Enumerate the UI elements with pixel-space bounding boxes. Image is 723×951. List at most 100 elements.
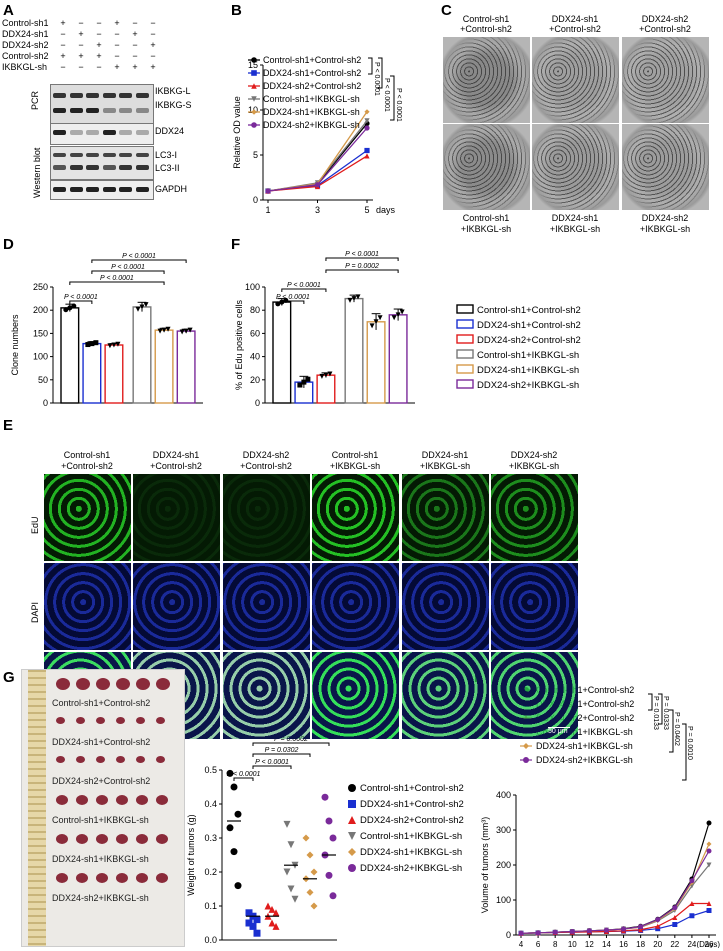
- y-tick-label: 0.5: [204, 765, 217, 775]
- x-tick-label: 5: [364, 205, 369, 215]
- dish-label-bottom: +IKBKGL-sh: [639, 224, 691, 234]
- tumor: [76, 678, 90, 690]
- colony-dish: [532, 37, 619, 123]
- side-label-western: Western blot: [32, 147, 42, 198]
- panel-a-sign: +: [114, 18, 120, 28]
- tumor: [116, 678, 130, 690]
- y-tick-label: 200: [33, 305, 48, 315]
- band-gapdh: [102, 187, 116, 192]
- data-point: [245, 919, 253, 927]
- band-ikbkg-l: [86, 93, 99, 98]
- y-tick-label: 0: [255, 398, 260, 408]
- band-ikbkg-s: [53, 108, 66, 113]
- legend-swatch: [456, 349, 474, 359]
- legend-marker: [251, 96, 257, 102]
- micro-col-label: +IKBKGL-sh: [419, 461, 471, 471]
- micro-image: [312, 652, 399, 739]
- gapdh-blot: [50, 180, 154, 200]
- dish-label-bottom: +IKBKGL-sh: [460, 224, 512, 234]
- y-tick-label: 40: [250, 352, 260, 362]
- band-lc3-i: [86, 153, 99, 157]
- y-tick-label: 60: [250, 328, 260, 338]
- micro-image: [133, 474, 220, 561]
- tumor: [156, 795, 168, 805]
- data-point: [63, 307, 69, 313]
- legend-swatch: [456, 379, 474, 389]
- p-bracket: [233, 777, 254, 781]
- data-point: [226, 769, 234, 777]
- data-point: [323, 372, 329, 378]
- y-tick-label: 100: [496, 895, 511, 905]
- legend-label: Control-sh1+Control-sh2: [263, 55, 361, 65]
- panel-a-sign: −: [132, 40, 138, 50]
- data-point: [139, 304, 145, 310]
- panel-a-sign: −: [96, 62, 102, 72]
- bar: [60, 307, 80, 404]
- data-point: [115, 341, 121, 347]
- tumor-row-label: DDX24-sh1+Control-sh2: [52, 737, 151, 747]
- band-lc3-i: [53, 153, 66, 157]
- y-tick-label: 0.4: [204, 799, 217, 809]
- data-point: [301, 379, 307, 385]
- x-tick-label: 8: [553, 940, 558, 948]
- tumor: [116, 756, 125, 763]
- band-ikbkg-l: [53, 93, 66, 98]
- tumor: [96, 834, 108, 844]
- data-point: [569, 929, 575, 934]
- panel-a-sign: +: [78, 29, 84, 39]
- tumor: [56, 834, 68, 844]
- p-bracket: [390, 75, 395, 121]
- legend-marker: [348, 832, 356, 840]
- micro-col-label: Control-sh1: [331, 450, 379, 460]
- micro-image: [133, 563, 220, 650]
- data-point: [67, 305, 73, 311]
- x-tick-label: 18: [636, 940, 645, 948]
- legend-label: DDX24-sh2+Control-sh2: [360, 815, 464, 826]
- x-tick-label: 26: [705, 940, 714, 948]
- panel-a-sign: +: [132, 62, 138, 72]
- band-ikbkg-l: [119, 93, 132, 98]
- tumor: [56, 678, 70, 690]
- legend-marker: [251, 122, 257, 128]
- legend-label: DDX24-sh1+Control-sh2: [536, 699, 634, 709]
- y-tick-label: 0.2: [204, 867, 217, 877]
- legend-label: Control-sh1+IKBKGL-sh: [360, 831, 462, 842]
- bar: [82, 342, 102, 404]
- micro-col-label: +IKBKGL-sh: [508, 461, 560, 471]
- panel-label-a: A: [3, 2, 14, 19]
- side-label-pcr: PCR: [30, 90, 40, 110]
- p-value: P < 0.0001: [383, 78, 390, 112]
- data-point: [638, 924, 644, 930]
- micro-col-label: Control-sh1: [63, 450, 111, 460]
- p-value: P = 0.0302: [265, 747, 299, 754]
- p-value: P < 0.0001: [373, 62, 380, 96]
- data-point: [283, 297, 289, 303]
- legend-marker: [348, 848, 356, 856]
- data-point: [672, 922, 678, 927]
- y-axis-label: Weight of tumors (g): [186, 814, 196, 895]
- panel-a-sign: −: [78, 40, 84, 50]
- tumor: [136, 756, 145, 763]
- data-point: [253, 929, 261, 937]
- band-ikbkg-l: [135, 93, 149, 98]
- p-bracket: [658, 693, 663, 725]
- y-tick-label: 200: [496, 860, 511, 870]
- p-bracket: [325, 257, 399, 261]
- band-ddx24: [53, 130, 66, 135]
- legend-label: DDX24-sh1+Control-sh2: [477, 320, 581, 331]
- dish-label-bottom: Control-sh1: [462, 213, 510, 223]
- data-point: [245, 909, 253, 917]
- data-point: [306, 851, 314, 859]
- panel-d-clone-chart: 0 50 100 150 200 250 Clone numbers P < 0.0001 P …: [10, 253, 203, 408]
- data-point: [689, 901, 695, 906]
- data-point: [253, 916, 261, 924]
- band-ikbkg-l: [69, 93, 83, 98]
- band-ikbkg-l: [102, 93, 116, 98]
- series-line: [520, 843, 710, 934]
- panel-a-sign: −: [78, 62, 84, 72]
- micro-col-label: +Control-sh2: [61, 461, 113, 471]
- data-point: [272, 922, 280, 930]
- legend-label: DDX24-sh1+Control-sh2: [360, 799, 464, 810]
- tumor: [76, 756, 85, 763]
- micro-row-label: EdU: [30, 516, 40, 534]
